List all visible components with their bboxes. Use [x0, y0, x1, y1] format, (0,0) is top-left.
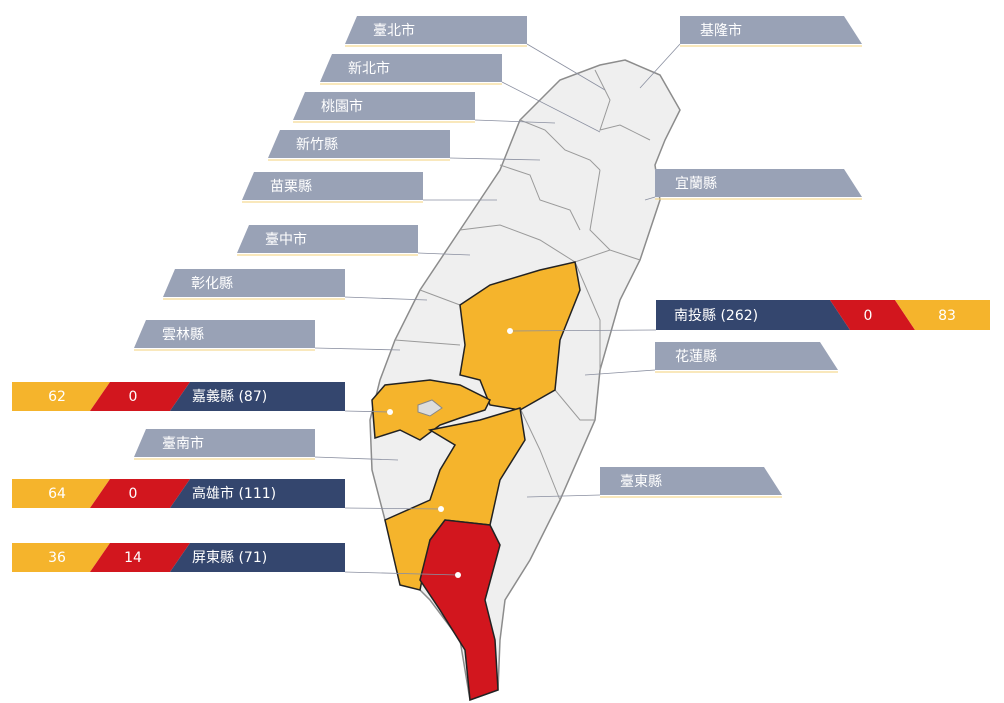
leader-line: [344, 410, 391, 413]
region-label: 花蓮縣: [675, 349, 717, 365]
region-label-box: [237, 225, 418, 253]
region-label-box: [293, 92, 475, 120]
region-label: 臺東縣: [620, 474, 662, 490]
leader-line: [449, 157, 541, 161]
region-label: 新北市: [348, 60, 390, 77]
red-count: 14: [124, 550, 142, 566]
region-label: 臺北市: [373, 22, 415, 39]
region-label-box: [268, 130, 450, 158]
orange-count: 83: [938, 308, 956, 324]
red-count: 0: [864, 308, 873, 324]
red-box: [830, 300, 915, 330]
leader-line: [314, 456, 399, 461]
leader-line: [526, 494, 601, 498]
region-label-box: [655, 342, 838, 370]
orange-count: 62: [48, 389, 66, 405]
region-label-box: [163, 269, 345, 297]
leader-line: [526, 43, 606, 91]
name-box: [170, 543, 345, 572]
red-box: [90, 479, 190, 508]
name-box: [170, 479, 345, 508]
red-box: [90, 382, 190, 411]
leader-line: [314, 347, 401, 351]
region-label-box: [320, 54, 502, 82]
region-label: 臺南市: [162, 435, 204, 452]
county-label: 屏東縣 (71): [192, 550, 267, 566]
leader-line: [509, 329, 657, 332]
region-label-box: [242, 172, 423, 200]
leader-line: [639, 43, 681, 89]
county-label: 高雄市 (111): [192, 485, 276, 502]
leader-line: [501, 81, 601, 133]
leader-line: [344, 507, 442, 510]
region-label-box: [345, 16, 527, 44]
chiayi-city: [417, 399, 443, 417]
leader-line: [344, 296, 428, 301]
location-dot: [387, 409, 393, 415]
region-label: 宜蘭縣: [675, 176, 717, 192]
leader-line: [644, 196, 656, 201]
leader-line: [344, 571, 459, 576]
region-label: 苗栗縣: [270, 179, 312, 195]
red-box: [90, 543, 190, 572]
region-label: 臺中市: [265, 231, 307, 248]
pingtung-county: [419, 519, 501, 702]
name-box: [170, 382, 345, 411]
red-count: 0: [129, 486, 138, 502]
region-label-box: [600, 467, 782, 495]
region-label-box: [134, 429, 315, 457]
orange-count: 64: [48, 486, 66, 502]
region-label: 基隆市: [700, 22, 742, 39]
leader-line: [474, 119, 556, 124]
region-label: 彰化縣: [191, 275, 233, 292]
orange-box: [12, 543, 110, 572]
orange-box: [12, 382, 110, 411]
region-label: 桃園市: [321, 98, 363, 115]
county-label: 南投縣 (262): [674, 308, 758, 324]
orange-box: [895, 300, 990, 330]
region-label-box: [134, 320, 315, 348]
location-dot: [455, 572, 461, 578]
location-dot: [507, 328, 513, 334]
orange-count: 36: [48, 550, 66, 566]
region-label: 雲林縣: [162, 327, 204, 343]
orange-box: [12, 479, 110, 508]
county-label: 嘉義縣 (87): [192, 388, 267, 405]
nantou-county: [459, 261, 581, 411]
name-box: [656, 300, 850, 330]
red-count: 0: [129, 389, 138, 405]
region-label-box: [655, 169, 862, 197]
location-dot: [438, 506, 444, 512]
leader-line: [417, 252, 471, 256]
region-label-box: [680, 16, 862, 44]
leader-line: [584, 369, 656, 376]
region-label: 新竹縣: [296, 137, 338, 153]
